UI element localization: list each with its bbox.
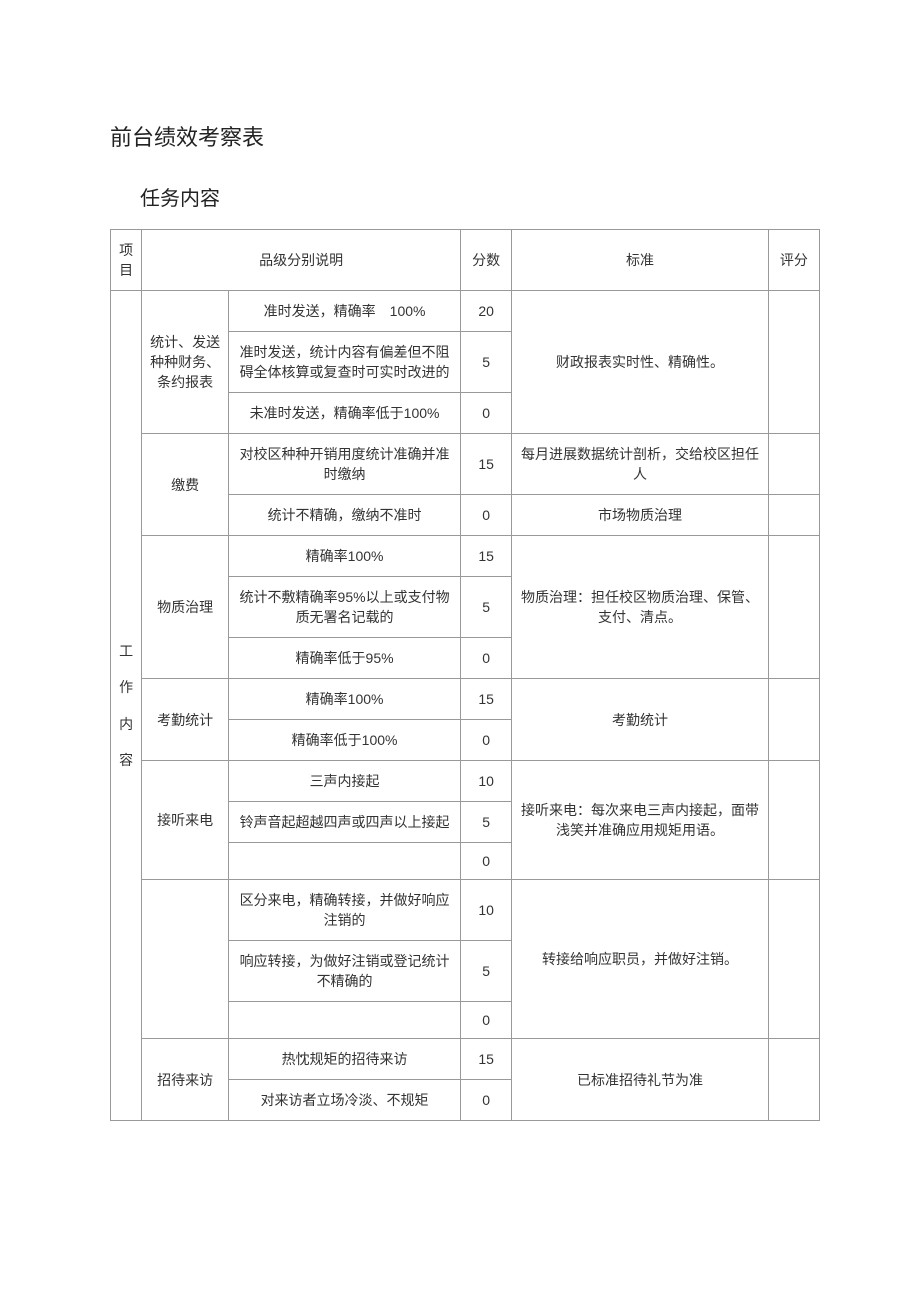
eval-cell	[768, 761, 819, 880]
standard-cell: 转接给响应职员，并做好注销。	[512, 880, 768, 1039]
standard-cell: 考勤统计	[512, 679, 768, 761]
desc-cell: 准时发送，统计内容有偏差但不阻碍全体核算或复查时可实时改进的	[229, 332, 461, 393]
desc-cell: 精确率100%	[229, 536, 461, 577]
score-cell: 0	[461, 393, 512, 434]
table-row: 考勤统计精确率100%15考勤统计	[111, 679, 820, 720]
desc-cell: 铃声音起超越四声或四声以上接起	[229, 802, 461, 843]
header-grade-desc: 品级分别说明	[142, 230, 461, 291]
table-body: 工作内容 统计、发送种种财务、条约报表准时发送，精确率 100%20财政报表实时性…	[111, 291, 820, 1121]
score-cell: 0	[461, 638, 512, 679]
score-cell: 15	[461, 536, 512, 577]
page-container: 前台绩效考察表 任务内容 项目 品级分别说明 分数 标准 评分 工作内容 统计、发…	[0, 0, 920, 1181]
item-cell: 统计、发送种种财务、条约报表	[142, 291, 229, 434]
desc-cell: 响应转接，为做好注销或登记统计不精确的	[229, 941, 461, 1002]
table-header-row: 项目 品级分别说明 分数 标准 评分	[111, 230, 820, 291]
table-row: 物质治理精确率100%15物质治理：担任校区物质治理、保管、支付、清点。	[111, 536, 820, 577]
table-row: 工作内容统计、发送种种财务、条约报表准时发送，精确率 100%20财政报表实时性…	[111, 291, 820, 332]
desc-cell: 精确率100%	[229, 679, 461, 720]
eval-cell	[768, 495, 819, 536]
desc-cell: 精确率低于100%	[229, 720, 461, 761]
desc-cell: 准时发送，精确率 100%	[229, 291, 461, 332]
standard-cell: 已标准招待礼节为准	[512, 1039, 768, 1121]
desc-cell: 区分来电，精确转接，并做好响应注销的	[229, 880, 461, 941]
score-cell: 10	[461, 761, 512, 802]
header-standard: 标准	[512, 230, 768, 291]
item-cell	[142, 880, 229, 1039]
standard-cell: 财政报表实时性、精确性。	[512, 291, 768, 434]
score-cell: 5	[461, 577, 512, 638]
performance-table: 项目 品级分别说明 分数 标准 评分 工作内容 统计、发送种种财务、条约报表准时发…	[110, 229, 820, 1121]
table-row: 区分来电，精确转接，并做好响应注销的10转接给响应职员，并做好注销。	[111, 880, 820, 941]
page-subtitle: 任务内容	[140, 182, 820, 211]
eval-cell	[768, 434, 819, 495]
score-cell: 15	[461, 1039, 512, 1080]
eval-cell	[768, 291, 819, 434]
standard-cell: 接听来电：每次来电三声内接起，面带浅笑并准确应用规矩用语。	[512, 761, 768, 880]
standard-cell: 每月进展数据统计剖析，交给校区担任人	[512, 434, 768, 495]
standard-cell: 市场物质治理	[512, 495, 768, 536]
score-cell: 5	[461, 941, 512, 1002]
desc-cell: 精确率低于95%	[229, 638, 461, 679]
score-cell: 0	[461, 720, 512, 761]
item-cell: 物质治理	[142, 536, 229, 679]
score-cell: 0	[461, 843, 512, 880]
desc-cell	[229, 1002, 461, 1039]
eval-cell	[768, 1039, 819, 1121]
header-eval: 评分	[768, 230, 819, 291]
score-cell: 0	[461, 495, 512, 536]
score-cell: 15	[461, 434, 512, 495]
table-row: 缴费对校区种种开销用度统计准确并准时缴纳15每月进展数据统计剖析，交给校区担任人	[111, 434, 820, 495]
header-project: 项目	[111, 230, 142, 291]
item-cell: 缴费	[142, 434, 229, 536]
eval-cell	[768, 536, 819, 679]
item-cell: 接听来电	[142, 761, 229, 880]
score-cell: 20	[461, 291, 512, 332]
eval-cell	[768, 679, 819, 761]
score-cell: 15	[461, 679, 512, 720]
desc-cell: 三声内接起	[229, 761, 461, 802]
item-cell: 招待来访	[142, 1039, 229, 1121]
score-cell: 0	[461, 1002, 512, 1039]
table-row: 接听来电三声内接起10接听来电：每次来电三声内接起，面带浅笑并准确应用规矩用语。	[111, 761, 820, 802]
page-title: 前台绩效考察表	[110, 120, 820, 152]
table-row: 招待来访热忱规矩的招待来访15已标准招待礼节为准	[111, 1039, 820, 1080]
category-label: 工作内容	[113, 633, 139, 779]
desc-cell: 对来访者立场冷淡、不规矩	[229, 1080, 461, 1121]
desc-cell: 统计不精确，缴纳不准时	[229, 495, 461, 536]
score-cell: 5	[461, 332, 512, 393]
desc-cell: 热忱规矩的招待来访	[229, 1039, 461, 1080]
desc-cell: 对校区种种开销用度统计准确并准时缴纳	[229, 434, 461, 495]
standard-cell: 物质治理：担任校区物质治理、保管、支付、清点。	[512, 536, 768, 679]
score-cell: 0	[461, 1080, 512, 1121]
desc-cell	[229, 843, 461, 880]
score-cell: 10	[461, 880, 512, 941]
desc-cell: 未准时发送，精确率低于100%	[229, 393, 461, 434]
score-cell: 5	[461, 802, 512, 843]
eval-cell	[768, 880, 819, 1039]
desc-cell: 统计不敷精确率95%以上或支付物质无署名记载的	[229, 577, 461, 638]
header-score: 分数	[461, 230, 512, 291]
category-cell: 工作内容	[111, 291, 142, 1121]
item-cell: 考勤统计	[142, 679, 229, 761]
